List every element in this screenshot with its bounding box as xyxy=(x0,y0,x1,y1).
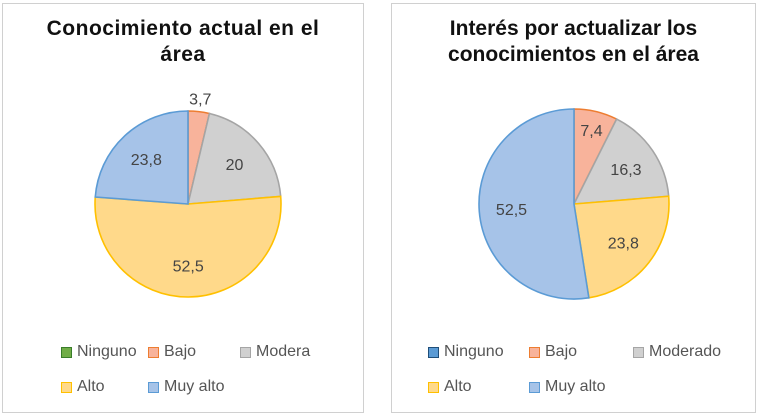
legend-item-muy-alto: Muy alto xyxy=(529,378,605,396)
legend-swatch xyxy=(428,381,439,393)
legend-item-bajo: Bajo xyxy=(529,343,577,361)
chart-panel-conocimiento: Conocimiento actual en el área 3,7 20 52,5… xyxy=(2,3,364,413)
legend-swatch xyxy=(240,346,251,358)
legend-label: Ninguno xyxy=(77,343,137,360)
legend-item-ninguno: Ninguno xyxy=(428,343,504,361)
legend-label: Bajo xyxy=(164,343,197,360)
legend-item-alto: Alto xyxy=(428,378,472,396)
legend-swatch xyxy=(529,346,540,358)
chart-title: Interés por actualizar los conocimientos… xyxy=(392,16,755,68)
legend-label: Muy alto xyxy=(164,378,225,395)
legend-item-muy-alto: Muy alto xyxy=(148,378,224,396)
chart-title-line-2: conocimientos en el área xyxy=(448,43,699,66)
pie-slice-moderado xyxy=(572,118,670,205)
data-label-muy-alto: 23,8 xyxy=(131,152,162,169)
legend-label: Bajo xyxy=(545,343,578,360)
legend-item-bajo: Bajo xyxy=(148,343,196,361)
data-label-alto: 23,8 xyxy=(608,236,639,253)
data-label-bajo: 3,7 xyxy=(189,92,211,109)
legend-label: Ninguno xyxy=(444,343,504,360)
data-label-alto: 52,5 xyxy=(173,258,204,275)
data-label-moderado: 16,3 xyxy=(610,162,641,179)
pie-chart-interes: 7,4 16,3 23,8 52,5 xyxy=(478,108,670,300)
legend-swatch xyxy=(529,381,540,393)
legend-label: Modera xyxy=(256,343,311,360)
chart-title-line-1: Interés por actualizar los xyxy=(449,17,698,40)
chart-title: Conocimiento actual en el área xyxy=(3,16,363,68)
chart-title-line-1: Conocimiento actual en el xyxy=(46,17,320,40)
legend-label: Alto xyxy=(77,378,105,395)
legend-label: Moderado xyxy=(649,343,722,360)
pie-chart-conocimiento: 3,7 20 52,5 23,8 xyxy=(94,92,282,298)
pie-slice-muy-alto xyxy=(94,110,189,205)
legend-swatch xyxy=(148,381,159,393)
pie-slice-moderado xyxy=(186,112,282,205)
pie-slice-alto xyxy=(573,195,670,299)
chart-title-line-2: área xyxy=(160,43,206,66)
legend-swatch xyxy=(428,346,439,358)
legend-item-moderado: Modera xyxy=(240,343,310,361)
legend-label: Muy alto xyxy=(545,378,606,395)
legend-swatch xyxy=(61,381,72,393)
chart-panel-interes: Interés por actualizar los conocimientos… xyxy=(391,3,756,413)
legend-swatch xyxy=(633,346,644,358)
legend-swatch xyxy=(61,346,72,358)
legend-item-ninguno: Ninguno xyxy=(61,343,137,361)
data-label-muy-alto: 52,5 xyxy=(496,202,527,219)
data-label-bajo: 7,4 xyxy=(580,123,602,140)
pie-slice-alto xyxy=(94,195,282,298)
pie-slice-muy-alto xyxy=(478,108,590,300)
legend-item-alto: Alto xyxy=(61,378,105,396)
legend-item-moderado: Moderado xyxy=(633,343,721,361)
legend-label: Alto xyxy=(444,378,472,395)
data-label-moderado: 20 xyxy=(226,157,244,174)
legend-swatch xyxy=(148,346,159,358)
